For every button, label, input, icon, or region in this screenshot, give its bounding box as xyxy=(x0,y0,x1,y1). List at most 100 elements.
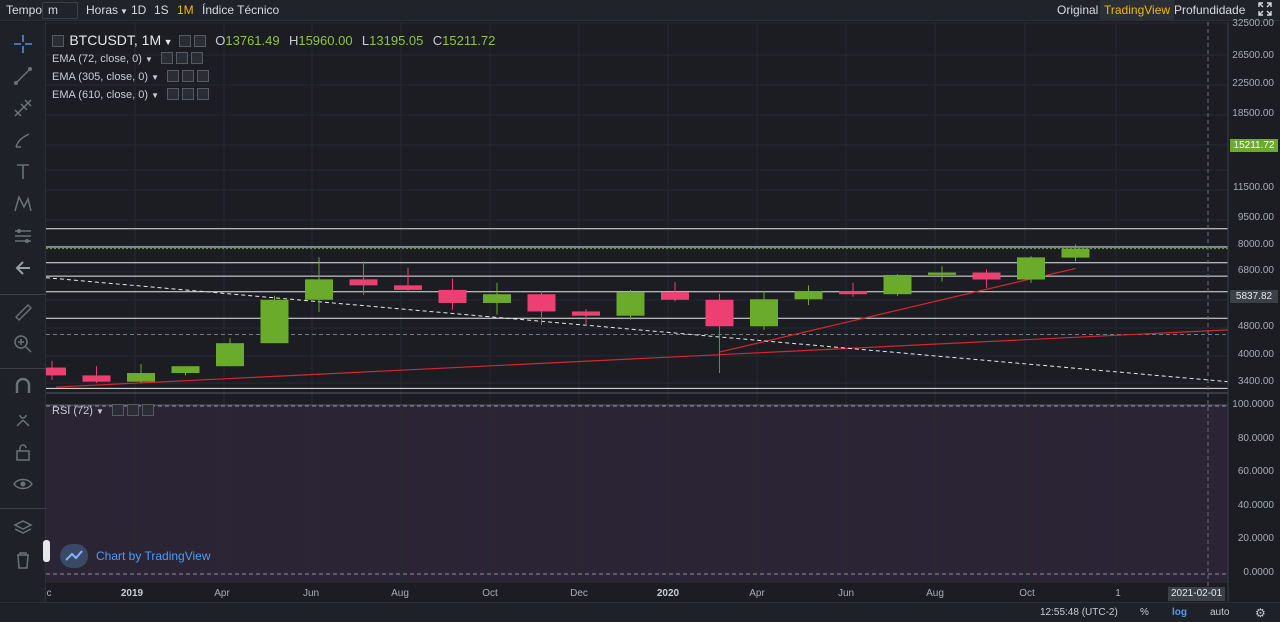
lock-icon[interactable] xyxy=(10,440,36,464)
price-axis-label: 3400.00 xyxy=(1237,376,1274,387)
bottom-bar: 12:55:48 (UTC-2) % log auto ⚙ xyxy=(0,602,1280,622)
price-axis-label: 8000.00 xyxy=(1237,239,1274,250)
lock-drawing-icon[interactable] xyxy=(10,408,36,432)
time-axis-label: Oct xyxy=(482,588,498,599)
prediction-tool-icon[interactable] xyxy=(10,224,36,248)
toolbar-collapse-handle[interactable] xyxy=(43,540,50,562)
trend-line-icon[interactable] xyxy=(10,64,36,88)
percent-scale-button[interactable]: % xyxy=(1140,607,1149,618)
candle-body xyxy=(305,279,333,300)
candle-body xyxy=(394,285,422,290)
gear-icon[interactable]: ⚙ xyxy=(1255,606,1266,620)
price-axis-label: 9500.00 xyxy=(1237,212,1274,223)
price-axis-label: 18500.00 xyxy=(1232,108,1274,119)
indicator-ema-610[interactable]: EMA (610, close, 0) ▼ xyxy=(52,88,209,101)
fullscreen-icon[interactable] xyxy=(1253,0,1277,21)
time-axis-label: Apr xyxy=(749,588,765,599)
candle-body xyxy=(616,292,645,316)
hide-icon[interactable] xyxy=(160,52,173,64)
zoom-in-icon[interactable] xyxy=(10,332,36,356)
time-axis-label: Dec xyxy=(570,588,588,599)
layers-icon[interactable] xyxy=(10,516,36,540)
price-axis-label: 4000.00 xyxy=(1237,349,1274,360)
horizontal-levels xyxy=(46,228,1228,575)
view-tradingview[interactable]: TradingView xyxy=(1100,0,1175,21)
close-icon[interactable] xyxy=(190,52,203,64)
candle-body xyxy=(883,274,912,295)
magnet-icon[interactable] xyxy=(10,374,36,398)
time-axis-label: 2020 xyxy=(656,588,680,599)
interval-value[interactable]: m xyxy=(48,3,58,17)
hide-icon[interactable] xyxy=(166,70,179,82)
technical-indicators-button[interactable]: Índice Técnico xyxy=(202,3,280,17)
tradingview-watermark[interactable]: Chart by TradingView xyxy=(60,544,211,568)
auto-scale-button[interactable]: auto xyxy=(1210,607,1230,618)
last-price-tag: 15211.72 xyxy=(1230,139,1278,152)
rsi-pane xyxy=(46,405,1228,583)
candle-body xyxy=(527,294,556,312)
time-axis-label: 2019 xyxy=(120,588,144,599)
toolbar-divider xyxy=(0,368,46,369)
settings-icon[interactable] xyxy=(181,88,194,100)
eye-icon[interactable] xyxy=(10,472,36,496)
price-axis-label: 26500.00 xyxy=(1232,50,1274,61)
symbol-label[interactable]: BTCUSDT, 1M xyxy=(69,32,162,48)
pattern-tool-icon[interactable] xyxy=(10,192,36,216)
candles xyxy=(38,244,1090,383)
time-axis-label: Jun xyxy=(302,588,320,599)
settings-icon[interactable] xyxy=(126,404,139,416)
hours-dropdown[interactable]: Horas ▼ xyxy=(86,3,128,17)
close-icon[interactable] xyxy=(196,88,209,100)
brush-icon[interactable] xyxy=(10,128,36,152)
indicator-ema-72[interactable]: EMA (72, close, 0) ▼ xyxy=(52,52,203,65)
view-original[interactable]: Original xyxy=(1057,3,1099,17)
ruler-icon[interactable] xyxy=(10,300,36,324)
price-axis-label: 11500.00 xyxy=(1233,182,1274,193)
view-depth[interactable]: Profundidade xyxy=(1174,3,1246,17)
rsi-axis-label: 20.0000 xyxy=(1237,533,1274,544)
settings-icon[interactable] xyxy=(175,52,188,64)
log-scale-button[interactable]: log xyxy=(1172,607,1187,618)
candle-body xyxy=(972,272,1001,280)
crosshair-icon[interactable] xyxy=(10,32,36,56)
candle-body xyxy=(705,299,734,327)
low-value: 13195.05 xyxy=(369,33,424,48)
hide-icon[interactable] xyxy=(111,404,124,416)
candle-body xyxy=(839,291,867,295)
top-bar: Tempo m Horas ▼ 1D 1S 1M Índice Técnico O… xyxy=(0,0,1280,21)
candle-body xyxy=(216,343,244,367)
candle-body xyxy=(661,292,689,300)
interval-select[interactable] xyxy=(42,2,78,19)
settings-icon[interactable] xyxy=(193,35,206,47)
trend-line xyxy=(55,329,1229,388)
time-axis-label: Aug xyxy=(391,588,409,599)
settings-icon[interactable] xyxy=(181,70,194,82)
back-arrow-icon[interactable] xyxy=(10,256,36,280)
trend-lines xyxy=(45,267,1229,388)
timeframe-1s[interactable]: 1S xyxy=(154,3,169,17)
candle-body xyxy=(750,299,778,327)
indicator-rsi[interactable]: RSI (72) ▼ xyxy=(52,404,154,417)
trend-line xyxy=(719,267,1076,353)
series-legend: BTCUSDT, 1M ▼ O13761.49 H15960.00 L13195… xyxy=(52,32,495,48)
time-axis-label: c xyxy=(46,588,52,599)
toolbar-divider xyxy=(0,294,46,295)
timeframe-1d[interactable]: 1D xyxy=(131,3,147,17)
timeframe-1m[interactable]: 1M xyxy=(177,3,194,17)
candle-body xyxy=(82,375,111,382)
close-icon[interactable] xyxy=(141,404,154,416)
trash-icon[interactable] xyxy=(10,548,36,572)
high-value: 15960.00 xyxy=(298,33,353,48)
candle-body xyxy=(171,366,200,374)
text-tool-icon[interactable] xyxy=(10,160,36,184)
close-icon[interactable] xyxy=(196,70,209,82)
hide-series-icon[interactable] xyxy=(178,35,191,47)
candle-body xyxy=(438,289,467,303)
toolbar-divider xyxy=(0,508,46,509)
indicator-ema-305[interactable]: EMA (305, close, 0) ▼ xyxy=(52,70,209,83)
fib-tool-icon[interactable] xyxy=(10,96,36,120)
hide-icon[interactable] xyxy=(166,88,179,100)
legend-toggle-icon[interactable] xyxy=(52,35,64,47)
crosshair-time-tag: 2021-02-01 xyxy=(1168,587,1226,601)
